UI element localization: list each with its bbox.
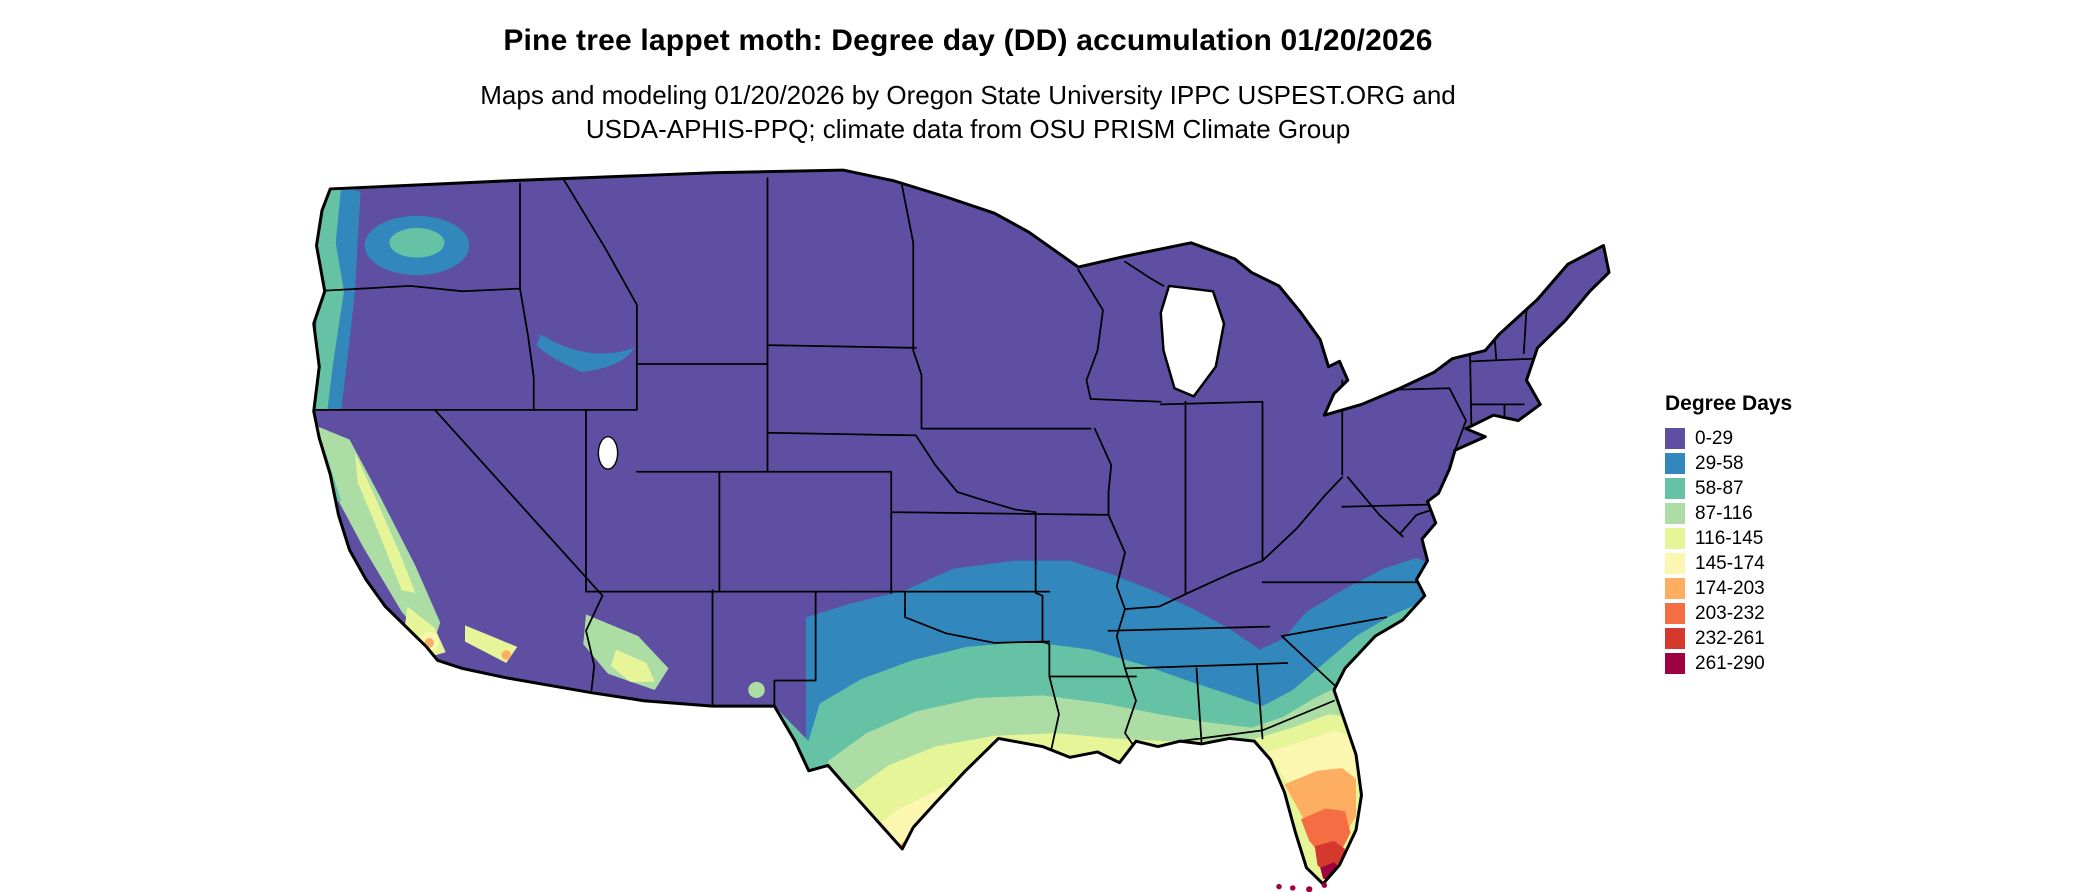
legend-swatch (1665, 553, 1685, 574)
choropleth-fills (313, 170, 1609, 884)
legend-title: Degree Days (1665, 392, 1793, 415)
region-pnw-inland-strip (327, 186, 361, 410)
legend-item: 29-58 (1665, 451, 1792, 476)
florida-keys (1276, 882, 1328, 892)
legend-label: 232-261 (1695, 628, 1765, 649)
legend-label: 116-145 (1695, 528, 1764, 549)
legend-item: 232-261 (1665, 626, 1792, 651)
legend-item: 174-203 (1665, 576, 1792, 601)
legend-label: 87-116 (1695, 503, 1753, 524)
legend-item: 0-29 (1665, 426, 1792, 451)
legend-label: 261-290 (1695, 653, 1765, 674)
region-columbia-basin-core (389, 227, 445, 258)
map-subtitle: Maps and modeling 01/20/2026 by Oregon S… (0, 78, 1936, 146)
subtitle-line-1: Maps and modeling 01/20/2026 by Oregon S… (480, 80, 1456, 110)
region-central-valley (355, 452, 416, 593)
region-rio-grande-nm-spot (748, 681, 765, 699)
legend-item: 58-87 (1665, 476, 1792, 501)
legend-swatch (1665, 603, 1685, 624)
lake-michigan (1159, 284, 1226, 398)
legend-item: 145-174 (1665, 551, 1792, 576)
state-borders (313, 171, 1536, 753)
legend-swatch (1665, 628, 1685, 649)
region-texas-203-232 (877, 865, 933, 884)
legend-swatch (1665, 653, 1685, 674)
legend-label: 145-174 (1695, 553, 1765, 574)
legend-swatch (1665, 528, 1685, 549)
legend-swatch (1665, 578, 1685, 599)
subtitle-line-2: USDA-APHIS-PPQ; climate data from OSU PR… (585, 114, 1351, 144)
region-rio-grande-strip (774, 706, 828, 771)
legend-swatch (1665, 428, 1685, 449)
map-title: Pine tree lappet moth: Degree day (DD) a… (503, 24, 1433, 57)
us-degree-day-map (300, 162, 1620, 892)
region-imperial-valley-spot (501, 650, 512, 660)
legend-label: 58-87 (1695, 478, 1744, 499)
legend-label: 203-232 (1695, 603, 1765, 624)
region-snake-river-plain (536, 334, 635, 373)
legend-item: 261-290 (1665, 651, 1792, 676)
legend-item: 116-145 (1665, 526, 1792, 551)
legend-swatch (1665, 453, 1685, 474)
legend-item: 203-232 (1665, 601, 1792, 626)
great-salt-lake (597, 436, 619, 470)
legend-label: 29-58 (1695, 453, 1744, 474)
legend-items: 0-29 29-58 58-87 87-116 116-145 145-174 174-20… (1665, 426, 1792, 676)
legend-swatch (1665, 478, 1685, 499)
legend: Degree Days 0-29 29-58 58-87 87-116 116-145 1… (1665, 392, 1792, 676)
region-pnw-coast-strip (313, 180, 344, 410)
legend-label: 174-203 (1695, 578, 1765, 599)
legend-item: 87-116 (1665, 501, 1792, 526)
region-arizona-warm-core (610, 649, 655, 682)
region-base-coldest (313, 170, 1609, 884)
legend-label: 0-29 (1695, 428, 1734, 449)
legend-swatch (1665, 503, 1685, 524)
map-svg (312, 168, 1611, 892)
